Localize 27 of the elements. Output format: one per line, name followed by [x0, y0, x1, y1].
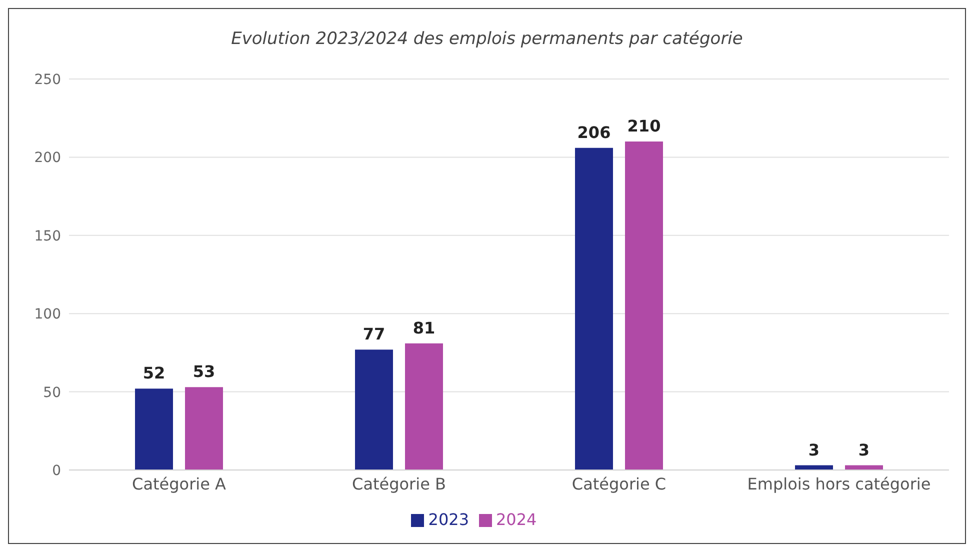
- data-label: 206: [577, 122, 611, 142]
- data-label: 3: [808, 440, 820, 460]
- data-label: 81: [412, 318, 436, 338]
- bar: [355, 350, 393, 470]
- x-tick-label: Catégorie A: [132, 474, 226, 494]
- y-tick-label: 50: [43, 384, 61, 401]
- bar: [185, 387, 223, 470]
- legend-label: 2023: [428, 510, 469, 529]
- legend-label: 2024: [496, 510, 537, 529]
- x-tick-label: Catégorie B: [352, 474, 446, 494]
- bar: [625, 142, 663, 470]
- bar: [405, 343, 443, 470]
- data-label: 210: [627, 116, 661, 136]
- y-tick-label: 0: [52, 462, 61, 479]
- data-label: 53: [192, 362, 216, 382]
- y-tick-label: 100: [34, 306, 61, 323]
- chart-title: Evolution 2023/2024 des emplois permanents par catégorie: [230, 28, 744, 51]
- bar: [575, 148, 613, 470]
- y-tick-label: 250: [34, 72, 61, 88]
- data-label: 77: [362, 324, 386, 344]
- data-label: 52: [142, 364, 166, 383]
- data-label: 3: [858, 440, 870, 460]
- y-tick-label: 150: [34, 228, 61, 244]
- x-tick-label: Catégorie C: [572, 474, 666, 494]
- y-tick-label: 200: [34, 150, 61, 166]
- bar: [135, 388, 173, 470]
- x-tick-label: Emplois hors catégorie: [747, 474, 931, 494]
